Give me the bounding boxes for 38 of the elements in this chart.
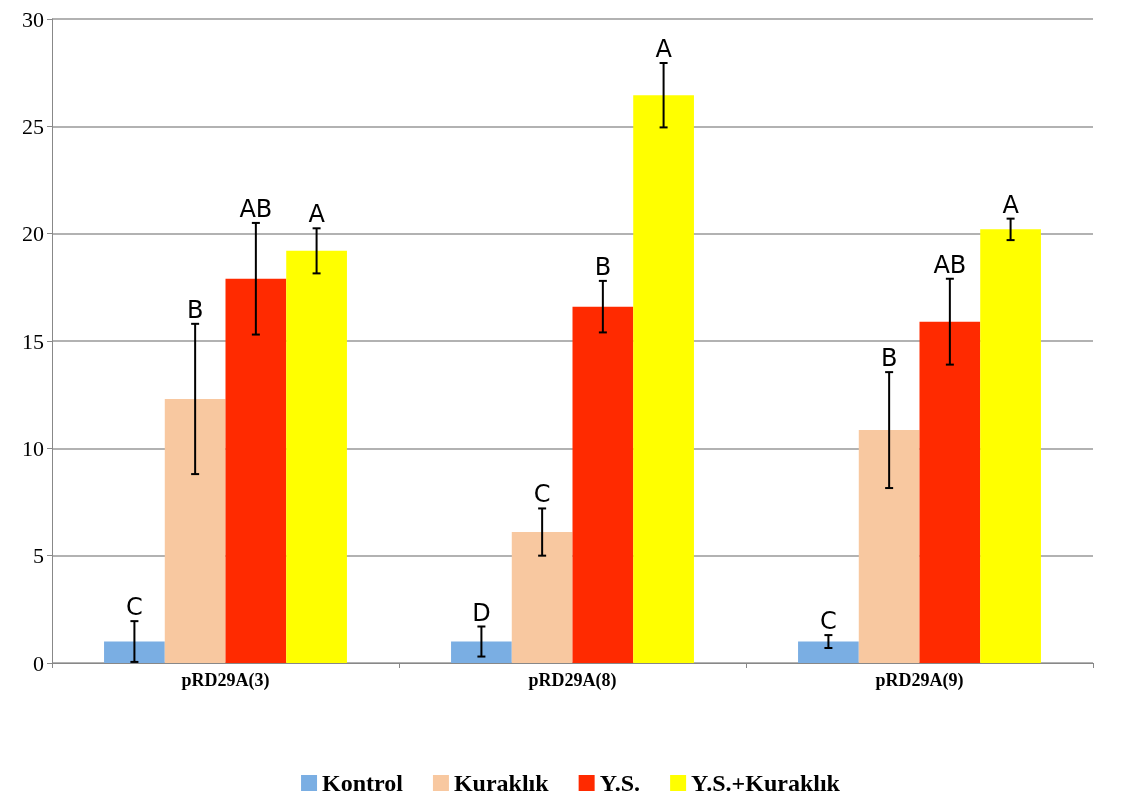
bar — [511, 532, 573, 663]
bar — [225, 278, 287, 663]
data-label: AB — [933, 250, 967, 279]
y-tick-label: 20 — [22, 221, 44, 247]
y-tick-label: 0 — [33, 650, 44, 676]
legend-label: Kuraklık — [453, 770, 550, 796]
y-tick-label: 10 — [22, 435, 44, 461]
data-label: C — [820, 607, 837, 636]
bar — [633, 95, 694, 663]
data-label: B — [594, 252, 612, 281]
data-label: A — [655, 35, 673, 64]
bar — [104, 641, 165, 663]
data-label: C — [126, 593, 143, 622]
bar — [286, 250, 347, 663]
data-label: A — [1002, 190, 1020, 219]
y-tick-label: 30 — [22, 6, 44, 32]
data-label: D — [472, 598, 491, 627]
y-tick-label: 25 — [22, 113, 44, 139]
bar — [980, 229, 1041, 663]
bar — [798, 641, 859, 663]
data-label: C — [533, 480, 551, 509]
legend-label: Y.S. — [599, 770, 641, 796]
y-tick-label: 15 — [22, 328, 44, 354]
legend-label: Kontrol — [322, 770, 404, 796]
legend-label: Y.S.+Kuraklık — [691, 770, 841, 796]
x-tick-label: pRD29A(8) — [528, 670, 617, 691]
data-label: AB — [239, 194, 273, 223]
data-label: B — [186, 295, 204, 324]
bar — [451, 641, 512, 663]
y-tick-label: 5 — [33, 543, 44, 569]
bar — [572, 306, 634, 663]
bar — [164, 398, 226, 663]
x-tick-label: pRD29A(9) — [875, 670, 964, 691]
data-label: B — [880, 344, 898, 373]
data-label: A — [308, 200, 326, 229]
bar — [919, 321, 981, 663]
bar — [858, 430, 920, 663]
x-tick-label: pRD29A(3) — [181, 670, 270, 691]
